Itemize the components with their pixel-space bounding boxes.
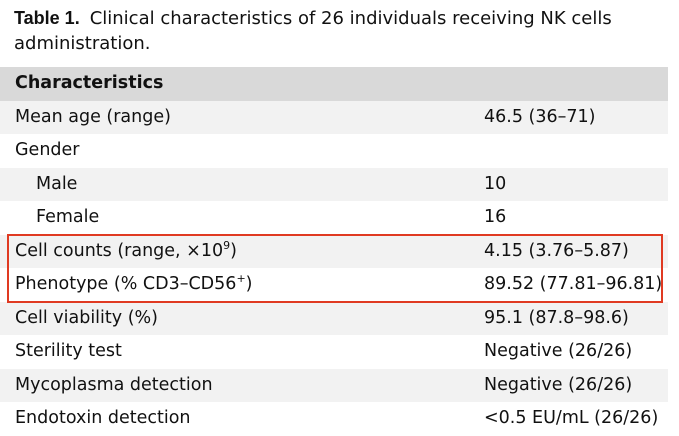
label-text-end: ) [245, 274, 253, 294]
row-label: Phenotype (% CD3–CD56+) [15, 272, 253, 294]
label-superscript: 9 [223, 238, 231, 252]
row-value: 95.1 (87.8–98.6) [484, 307, 629, 328]
row-label: Female [36, 207, 99, 227]
row-label: Sterility test [15, 341, 122, 361]
row-value: 46.5 (36–71) [484, 106, 596, 127]
header-row: Characteristics [0, 67, 668, 101]
caption: Table 1. Clinical characteristics of 26 i… [14, 6, 664, 56]
table-row: Mean age (range) 46.5 (36–71) [0, 100, 668, 134]
caption-label: Table 1. [14, 8, 80, 28]
row-label: Gender [15, 140, 80, 160]
row-value: <0.5 EU/mL (26/26) [484, 408, 659, 428]
row-label: Endotoxin detection [15, 408, 191, 428]
label-text: Phenotype (% CD3–CD56 [15, 274, 237, 294]
row-label: Mycoplasma detection [15, 375, 213, 395]
label-text: Mycoplasma detection [15, 374, 213, 395]
row-value: Negative (26/26) [484, 341, 633, 361]
row-label: Cell counts (range, ×109) [15, 238, 237, 261]
label-superscript: + [236, 272, 246, 286]
table: Characteristics Mean age (range) 46.5 (36… [0, 67, 668, 436]
table-row: Cell viability (%) 95.1 (87.8–98.6) [0, 301, 668, 335]
table-row: Cell counts (range, ×109) 4.15 (3.76–5.87… [0, 234, 668, 268]
table-row: Mycoplasma detection Negative (26/26) [0, 368, 668, 402]
table-row: Phenotype (% CD3–CD56+) 89.52 (77.81–96.8… [0, 268, 668, 302]
label-text: Gender [15, 140, 80, 160]
table-row: Gender [0, 134, 668, 168]
header-cell: Characteristics [15, 73, 164, 93]
label-text: Cell counts (range, ×10 [15, 240, 224, 261]
table-row: Endotoxin detection <0.5 EU/mL (26/26) [0, 402, 668, 436]
row-label: Mean age (range) [15, 107, 171, 127]
table-row: Female 16 [0, 201, 668, 235]
table-row: Sterility test Negative (26/26) [0, 335, 668, 369]
row-value: 4.15 (3.76–5.87) [484, 240, 629, 261]
row-value: 10 [484, 173, 507, 194]
table-row: Male 10 [0, 167, 668, 201]
row-value: 16 [484, 207, 507, 227]
caption-text: Clinical characteristics of 26 individua… [14, 8, 612, 54]
label-text: Cell viability (%) [15, 307, 158, 328]
row-label: Cell viability (%) [15, 308, 158, 328]
label-text: Female [36, 207, 100, 227]
row-value: 89.52 (77.81–96.81) [484, 274, 663, 294]
label-text: Sterility test [15, 341, 122, 361]
label-text: Mean age (range) [15, 106, 171, 127]
row-label: Male [36, 174, 77, 194]
label-text: Male [36, 173, 78, 194]
label-text-end: ) [230, 240, 237, 261]
label-text: Endotoxin detection [15, 408, 191, 428]
row-value: Negative (26/26) [484, 374, 633, 395]
